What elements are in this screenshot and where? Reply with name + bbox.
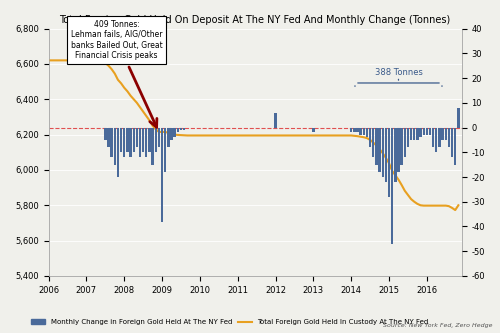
Bar: [382, 128, 384, 177]
Bar: [432, 128, 434, 147]
Bar: [388, 128, 390, 197]
Bar: [136, 128, 138, 147]
Bar: [404, 128, 406, 157]
Bar: [167, 128, 170, 147]
Bar: [104, 128, 106, 140]
Legend: Monthly Change in Foreign Gold Held At The NY Fed, Total Foreign Gold Held In Cu: Monthly Change in Foreign Gold Held At T…: [28, 316, 431, 328]
Bar: [142, 128, 144, 152]
Bar: [152, 128, 154, 165]
Bar: [174, 128, 176, 138]
Bar: [438, 128, 440, 147]
Bar: [170, 128, 172, 140]
Bar: [400, 128, 403, 165]
Text: Source: New York Fed, Zero Hedge: Source: New York Fed, Zero Hedge: [383, 323, 492, 328]
Bar: [444, 128, 447, 140]
Bar: [120, 128, 122, 152]
Bar: [126, 128, 128, 152]
Bar: [145, 128, 148, 157]
Bar: [123, 128, 126, 157]
Text: 388 Tonnes: 388 Tonnes: [374, 68, 422, 77]
Bar: [110, 128, 113, 157]
Bar: [161, 128, 164, 221]
Bar: [422, 128, 425, 135]
Bar: [360, 128, 362, 135]
Bar: [130, 128, 132, 157]
Bar: [366, 128, 368, 138]
Bar: [416, 128, 418, 140]
Bar: [442, 128, 444, 140]
Bar: [426, 128, 428, 135]
Bar: [378, 128, 381, 172]
Bar: [114, 128, 116, 165]
Bar: [164, 128, 166, 172]
Bar: [413, 128, 416, 140]
Bar: [372, 128, 374, 157]
Bar: [410, 128, 412, 140]
Bar: [435, 128, 438, 152]
Bar: [158, 128, 160, 147]
Bar: [454, 128, 456, 165]
Bar: [176, 128, 179, 133]
Bar: [312, 128, 314, 133]
Bar: [451, 128, 454, 157]
Bar: [139, 128, 141, 157]
Bar: [398, 128, 400, 172]
Bar: [420, 128, 422, 138]
Bar: [391, 128, 394, 244]
Text: 409 Tonnes:
Lehman fails, AIG/Other
banks Bailed Out, Great
Financial Crisis pea: 409 Tonnes: Lehman fails, AIG/Other bank…: [71, 20, 162, 127]
Bar: [394, 128, 396, 182]
Title: Total Foreign Gold Held On Deposit At The NY Fed And Monthly Change (Tonnes): Total Foreign Gold Held On Deposit At Th…: [60, 15, 451, 25]
Bar: [362, 128, 365, 135]
Bar: [350, 128, 352, 133]
Bar: [356, 128, 358, 133]
Bar: [183, 128, 186, 130]
Bar: [457, 108, 460, 128]
Bar: [448, 128, 450, 147]
Bar: [180, 128, 182, 130]
Bar: [353, 128, 356, 133]
Bar: [132, 128, 135, 152]
Bar: [369, 128, 372, 147]
Bar: [274, 113, 276, 128]
Bar: [116, 128, 119, 177]
Bar: [429, 128, 431, 135]
Bar: [407, 128, 409, 147]
Bar: [375, 128, 378, 165]
Bar: [108, 128, 110, 147]
Bar: [154, 128, 157, 152]
Bar: [148, 128, 150, 152]
Bar: [384, 128, 387, 182]
